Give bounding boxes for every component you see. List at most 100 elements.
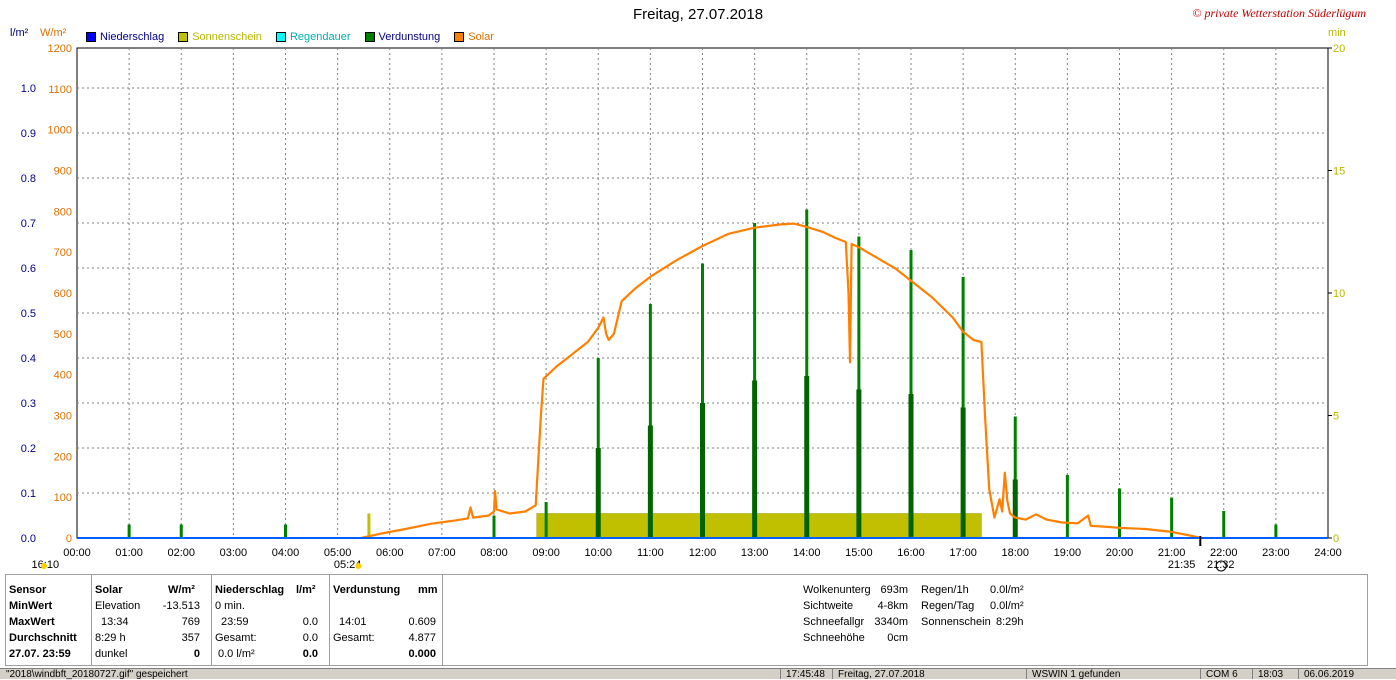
x-tick-label: 15:00 [845,547,873,559]
evap-current-value: 0.000 [408,648,436,660]
status-date2: 06.06.2019 [1304,669,1355,680]
sunrise-icon [355,563,362,569]
sunshine-label: Sonnenschein [921,616,991,628]
legend-item-niederschlag: Niederschlag [86,31,164,43]
y-tick-solar: 1200 [48,43,72,55]
sun-time-label: 21:35 [1168,559,1196,571]
x-tick-label: 21:00 [1158,547,1186,559]
legend-item-sonnenschein: Sonnenschein [178,31,262,43]
x-tick-label: 02:00 [167,547,195,559]
legend-item-solar: Solar [454,31,494,43]
x-tick-label: 23:00 [1262,547,1290,559]
x-tick-label: 19:00 [1054,547,1082,559]
y-tick-solar: 900 [54,166,72,178]
row-label-max: MaxWert [9,616,55,628]
row-label-current: 27.07. 23:59 [9,648,71,660]
evap-max-time: 14:01 [339,616,367,628]
cloud-base-label: Wolkenunterg [803,584,871,596]
status-clock: 18:03 [1258,669,1284,680]
y-tick-minutes: 0 [1333,533,1339,545]
weather-chart: 0.00.10.20.30.40.50.60.70.80.91.00100200… [21,43,1345,572]
sun-time-label: 21:32 [1207,559,1235,571]
visibility-label: Sichtweite [803,600,854,612]
evap-total-label: Gesamt: [333,632,375,644]
legend-item-verdunstung: Verdunstung [364,31,441,43]
evaporation-bar [857,236,861,538]
legend-swatch [454,32,465,42]
y-tick-precip: 0.5 [21,308,36,320]
y-tick-precip: 0.0 [21,533,36,545]
evaporation-bar [701,263,704,538]
x-tick-label: 01:00 [115,547,143,559]
solar-unit: W/m² [168,584,195,596]
y-tick-solar: 200 [54,451,72,463]
snowline-label: Schneefallgr [803,616,865,628]
row-label-min: MinWert [9,600,53,612]
evaporation-bar-inner [700,403,705,538]
x-tick-label: 12:00 [689,547,717,559]
precip-min-label: 0 min. [215,600,245,612]
y-tick-minutes: 5 [1333,411,1339,423]
y-tick-solar: 100 [54,492,72,504]
evap-unit: mm [418,584,438,596]
status-bar: "2018\windbft_20180727.gif" gespeichert … [0,668,1396,680]
x-tick-label: 20:00 [1106,547,1134,559]
evaporation-bar-inner [1012,479,1018,538]
x-tick-label: 10:00 [584,547,612,559]
solar-avg-label: 8:29 h [95,632,126,644]
legend-swatch [275,32,286,42]
evaporation-bar [1065,475,1069,538]
x-tick-label: 03:00 [220,547,248,559]
statistics-panel: Sensor MinWert MaxWert Durchschnitt 27.0… [5,574,1368,666]
rain-day-label: Regen/Tag [921,600,975,612]
y-tick-solar: 600 [54,288,72,300]
status-time: 17:45:48 [786,669,825,680]
x-tick-label: 16:00 [897,547,925,559]
evaporation-bar [1170,497,1174,538]
evaporation-bar [1274,524,1278,538]
evaporation-bar-inner [595,448,601,538]
evap-max-value: 0.609 [408,616,436,628]
y-tick-precip: 0.6 [21,263,36,275]
rain-day-value: 0.0l/m² [990,600,1024,612]
precip-max-time: 23:59 [221,616,249,628]
evaporation-bar [1013,416,1017,538]
evaporation-bar [492,515,496,538]
legend-label: Regendauer [289,31,351,43]
legend-swatch [178,32,189,42]
x-tick-label: 08:00 [480,547,508,559]
rain-hour-label: Regen/1h [921,584,969,596]
sunshine-block [536,513,982,539]
unit-precip-label: l/m² [10,27,29,39]
solar-current-label: dunkel [95,648,128,660]
legend-label: Verdunstung [378,31,441,43]
x-tick-label: 05:00 [324,547,352,559]
solar-max-value: 769 [181,616,200,628]
y-tick-solar: 500 [54,329,72,341]
snowline-value: 3340m [874,616,908,628]
precip-current-label: 0.0 l/m² [218,648,255,660]
precip-total-label: Gesamt: [215,632,257,644]
cloud-base-value: 693m [880,584,908,596]
y-tick-precip: 0.7 [21,218,36,230]
evaporation-bar [805,209,809,538]
legend-label: Solar [468,31,494,43]
y-tick-precip: 0.3 [21,398,36,410]
y-tick-minutes: 10 [1333,288,1345,300]
y-tick-solar: 700 [54,247,72,259]
y-tick-precip: 0.4 [21,353,36,365]
y-tick-minutes: 20 [1333,43,1345,55]
unit-minutes-label: min [1328,27,1346,39]
row-label-avg: Durchschnitt [9,632,77,644]
x-tick-label: 14:00 [793,547,821,559]
y-tick-minutes: 15 [1333,166,1345,178]
solar-header: Solar [95,584,123,596]
evaporation-bar-inner [752,380,758,538]
legend-label: Sonnenschein [192,31,262,43]
precip-header: Niederschlag [215,584,285,596]
solar-line [360,222,1201,540]
y-tick-solar: 1100 [48,84,72,96]
solar-min-value: -13.513 [162,600,200,612]
y-tick-solar: 1000 [48,125,72,137]
sun-time-label: 05:24 [334,559,362,571]
